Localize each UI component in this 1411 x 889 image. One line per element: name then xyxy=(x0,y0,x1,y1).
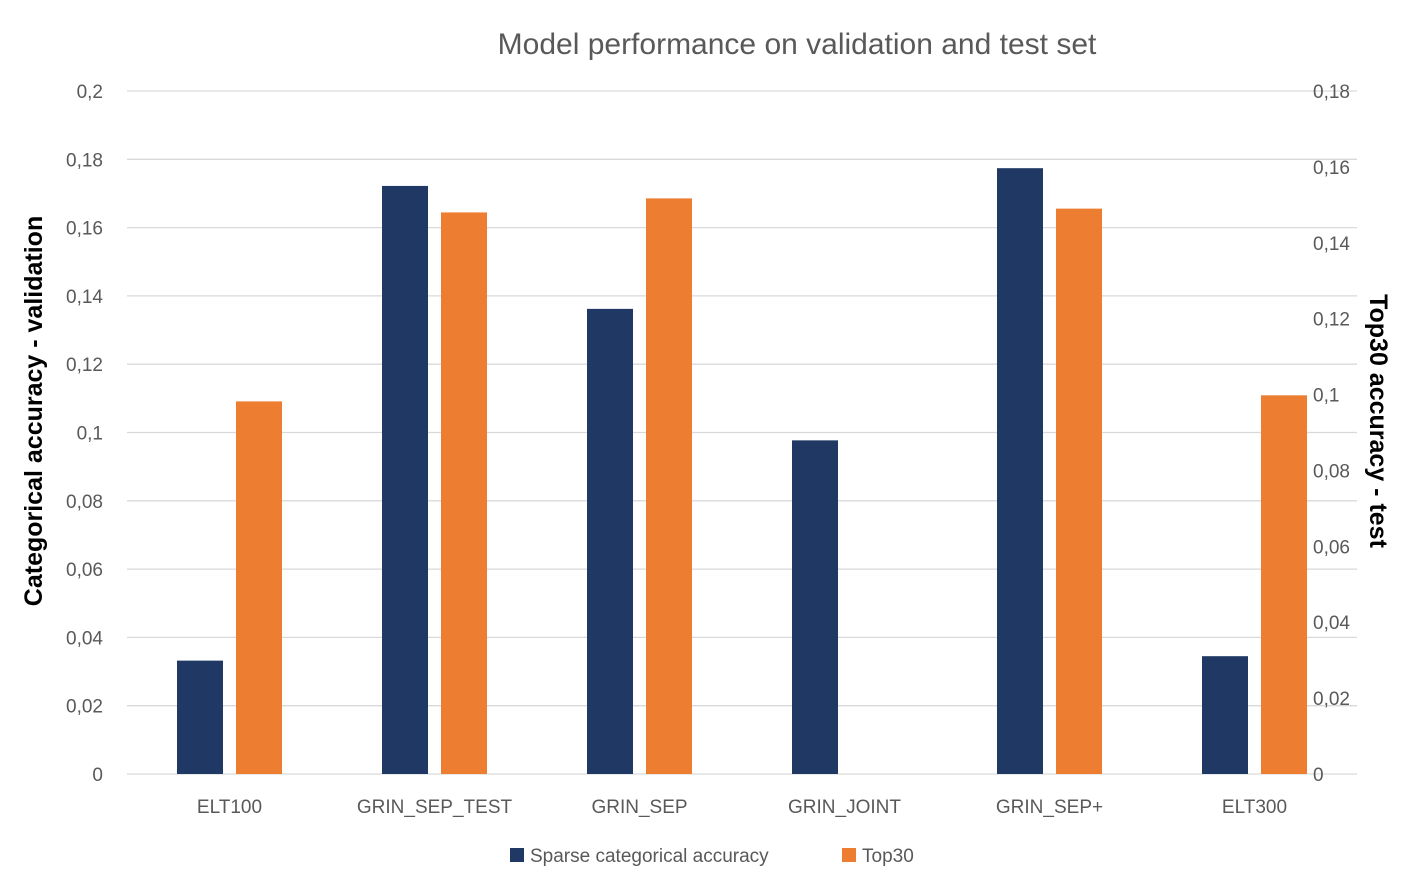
legend: Sparse categorical accuracy Top30 xyxy=(510,846,914,867)
left-tick-label: 0,14 xyxy=(66,287,103,308)
bar-sparse-categorical-accuracy-grin_sep_test xyxy=(382,185,428,774)
left-tick-label: 0,18 xyxy=(66,150,103,171)
right-tick-label: 0,14 xyxy=(1313,234,1350,255)
category-label: GRIN_SEP xyxy=(591,797,687,818)
right-tick-label: 0,04 xyxy=(1313,613,1350,634)
left-tick-label: 0,12 xyxy=(66,355,103,376)
legend-label-sparse: Sparse categorical accuracy xyxy=(530,846,769,867)
category-label: GRIN_SEP+ xyxy=(996,797,1103,818)
category-labels: ELT100 GRIN_SEP_TEST GRIN_SEP GRIN_JOINT GRI… xyxy=(197,797,1287,818)
left-axis-title: Categorical accuracy - validation xyxy=(20,216,48,606)
left-tick-label: 0,08 xyxy=(66,492,103,513)
left-tick-label: 0,02 xyxy=(66,697,103,718)
bar-sparse-categorical-accuracy-elt300 xyxy=(1202,656,1248,774)
right-tick-label: 0,12 xyxy=(1313,310,1350,331)
legend-swatch-sparse xyxy=(510,848,524,862)
bar-top30-grin_sep_test xyxy=(441,212,487,774)
right-tick-label: 0,16 xyxy=(1313,158,1350,179)
left-tick-label: 0,2 xyxy=(77,82,103,103)
right-tick-label: 0,18 xyxy=(1313,82,1350,103)
bar-sparse-categorical-accuracy-grin_joint xyxy=(792,440,838,774)
bars xyxy=(177,168,1307,774)
bar-top30-elt100 xyxy=(236,401,282,774)
left-tick-label: 0,1 xyxy=(77,424,103,445)
category-label: GRIN_SEP_TEST xyxy=(357,797,513,818)
bar-top30-grin_sep+ xyxy=(1056,208,1102,774)
category-label: ELT100 xyxy=(197,797,262,818)
left-axis-ticks: 0 0,02 0,04 0,06 0,08 0,1 0,12 0,14 0,16 0,18 0,2 xyxy=(66,82,103,786)
category-label: ELT300 xyxy=(1222,797,1287,818)
bar-sparse-categorical-accuracy-grin_sep+ xyxy=(997,168,1043,774)
right-tick-label: 0,1 xyxy=(1313,386,1339,407)
bar-top30-grin_sep xyxy=(646,198,692,774)
right-axis-title: Top30 accuracy - test xyxy=(1364,294,1392,548)
left-tick-label: 0,16 xyxy=(66,219,103,240)
bar-top30-elt300 xyxy=(1261,395,1307,774)
right-tick-label: 0 xyxy=(1313,765,1324,786)
right-tick-label: 0,08 xyxy=(1313,461,1350,482)
legend-label-top30: Top30 xyxy=(862,846,914,867)
left-tick-label: 0,04 xyxy=(66,628,103,649)
chart-title: Model performance on validation and test… xyxy=(498,28,1097,61)
right-tick-label: 0,06 xyxy=(1313,537,1350,558)
left-tick-label: 0,06 xyxy=(66,560,103,581)
right-tick-label: 0,02 xyxy=(1313,689,1350,710)
bar-sparse-categorical-accuracy-grin_sep xyxy=(587,308,633,774)
legend-swatch-top30 xyxy=(842,848,856,862)
bar-sparse-categorical-accuracy-elt100 xyxy=(177,660,223,774)
right-axis-ticks: 0 0,02 0,04 0,06 0,08 0,1 0,12 0,14 0,16 0,18 xyxy=(1313,82,1350,786)
left-tick-label: 0 xyxy=(92,765,103,786)
gridlines xyxy=(127,90,1357,775)
category-label: GRIN_JOINT xyxy=(788,797,901,818)
